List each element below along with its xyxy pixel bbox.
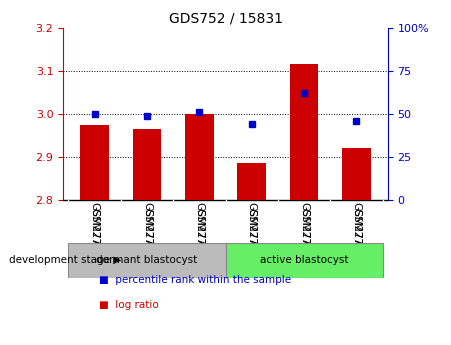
Bar <box>342 148 371 200</box>
Bar <box>69 243 225 278</box>
Bar <box>290 64 318 200</box>
Text: active blastocyst: active blastocyst <box>260 256 348 265</box>
Bar <box>226 243 382 278</box>
Text: GSM27756: GSM27756 <box>247 202 257 259</box>
Text: GSM27754: GSM27754 <box>142 202 152 259</box>
Text: ■  percentile rank within the sample: ■ percentile rank within the sample <box>99 275 291 285</box>
Text: GSM27755: GSM27755 <box>194 202 204 259</box>
Bar <box>80 125 109 200</box>
Bar <box>185 114 214 200</box>
Text: GSM27757: GSM27757 <box>299 202 309 259</box>
Text: development stage ▶: development stage ▶ <box>9 256 121 265</box>
Text: ■  log ratio: ■ log ratio <box>99 300 159 310</box>
Text: GSM27753: GSM27753 <box>90 202 100 259</box>
Title: GDS752 / 15831: GDS752 / 15831 <box>169 11 282 25</box>
Text: dormant blastocyst: dormant blastocyst <box>97 256 198 265</box>
Text: GSM27758: GSM27758 <box>351 202 361 259</box>
Bar <box>237 164 266 200</box>
Bar <box>133 129 161 200</box>
